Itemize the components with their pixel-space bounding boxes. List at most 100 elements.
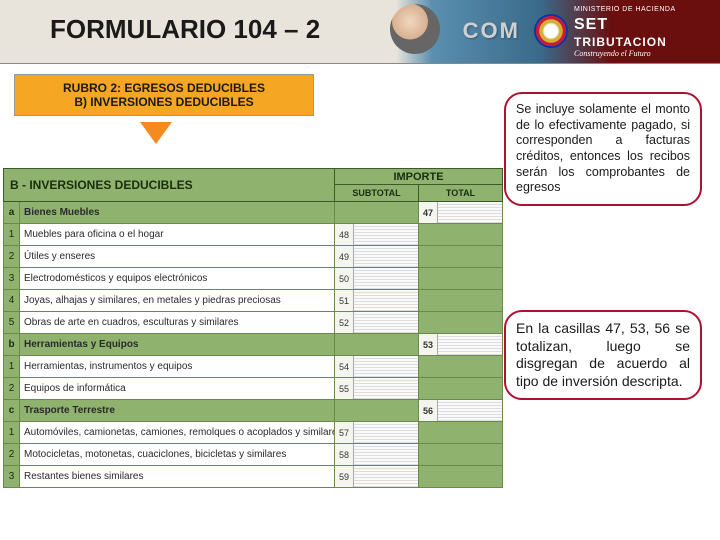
table-row: aBienes Muebles47 xyxy=(3,202,503,224)
tributacion-label: TRIBUTACION xyxy=(574,35,712,49)
total-cell xyxy=(418,378,502,399)
importe-label: IMPORTE xyxy=(335,169,502,185)
total-cell xyxy=(418,422,502,443)
subtotal-label: SUBTOTAL xyxy=(335,185,419,202)
row-cells: 47 xyxy=(334,202,502,223)
rubro-banner: RUBRO 2: EGRESOS DEDUCIBLES B) INVERSION… xyxy=(14,74,314,116)
cell-number: 59 xyxy=(335,466,353,487)
ministry-line: MINISTERIO DE HACIENDA xyxy=(574,6,712,14)
total-cell: 56 xyxy=(418,400,502,421)
total-label: TOTAL xyxy=(419,185,502,202)
cell-number: 58 xyxy=(335,444,353,465)
importe-header: IMPORTE SUBTOTAL TOTAL xyxy=(334,169,502,201)
row-index: 2 xyxy=(4,378,20,399)
cell-field xyxy=(353,246,418,267)
row-index: 4 xyxy=(4,290,20,311)
cell-field xyxy=(353,312,418,333)
cell-number: 55 xyxy=(335,378,353,399)
subtotal-cell xyxy=(335,400,418,421)
header-banner: FORMULARIO 104 – 2 COM MINISTERIO DE HAC… xyxy=(0,0,720,64)
subtotal-cell: 54 xyxy=(335,356,418,377)
row-label: Muebles para oficina o el hogar xyxy=(20,224,334,245)
cell-field xyxy=(353,444,418,465)
cell-field xyxy=(437,400,502,421)
form-table: B - INVERSIONES DEDUCIBLES IMPORTE SUBTO… xyxy=(3,168,503,488)
page-title: FORMULARIO 104 – 2 xyxy=(50,14,320,45)
paraguay-seal-icon xyxy=(534,14,568,48)
subtotal-cell: 48 xyxy=(335,224,418,245)
callout-note-2: En la casillas 47, 53, 56 se totalizan, … xyxy=(504,310,702,400)
subtotal-cell: 49 xyxy=(335,246,418,267)
subtotal-cell: 51 xyxy=(335,290,418,311)
total-cell xyxy=(418,268,502,289)
table-row: 2Equipos de informática55 xyxy=(3,378,503,400)
cell-number: 57 xyxy=(335,422,353,443)
row-index: 2 xyxy=(4,246,20,267)
row-index: 2 xyxy=(4,444,20,465)
cell-number: 50 xyxy=(335,268,353,289)
cell-field xyxy=(353,268,418,289)
arrow-down-icon xyxy=(140,122,172,144)
row-cells: 50 xyxy=(334,268,502,289)
cell-field xyxy=(353,224,418,245)
row-index: 1 xyxy=(4,422,20,443)
row-label: Herramientas, instrumentos y equipos xyxy=(20,356,334,377)
row-index: 3 xyxy=(4,466,20,487)
total-cell: 47 xyxy=(418,202,502,223)
table-row: 2Motocicletas, motonetas, cuaciclones, b… xyxy=(3,444,503,466)
cell-field xyxy=(353,466,418,487)
row-index: c xyxy=(4,400,20,421)
row-cells: 54 xyxy=(334,356,502,377)
table-row: 1Muebles para oficina o el hogar48 xyxy=(3,224,503,246)
total-cell xyxy=(418,290,502,311)
row-index: 3 xyxy=(4,268,20,289)
table-row: 1Automóviles, camionetas, camiones, remo… xyxy=(3,422,503,444)
cell-field xyxy=(353,378,418,399)
cell-field xyxy=(353,290,418,311)
row-cells: 49 xyxy=(334,246,502,267)
cell-number: 56 xyxy=(419,400,437,421)
total-cell xyxy=(418,246,502,267)
form-header: B - INVERSIONES DEDUCIBLES IMPORTE SUBTO… xyxy=(3,168,503,202)
subtotal-cell: 58 xyxy=(335,444,418,465)
cell-number: 52 xyxy=(335,312,353,333)
row-index: b xyxy=(4,334,20,355)
total-cell xyxy=(418,224,502,245)
row-label: Trasporte Terrestre xyxy=(20,400,334,421)
total-cell xyxy=(418,356,502,377)
subtotal-cell: 57 xyxy=(335,422,418,443)
total-cell xyxy=(418,312,502,333)
row-cells: 48 xyxy=(334,224,502,245)
row-label: Automóviles, camionetas, camiones, remol… xyxy=(20,422,334,443)
row-label: Restantes bienes similares xyxy=(20,466,334,487)
table-row: cTrasporte Terrestre 56 xyxy=(3,400,503,422)
subtotal-cell xyxy=(335,202,418,223)
cell-field xyxy=(353,422,418,443)
total-cell: 53 xyxy=(418,334,502,355)
row-index: 1 xyxy=(4,224,20,245)
slogan: Construyendo el Futuro xyxy=(574,49,712,59)
table-row: bHerramientas y Equipos53 xyxy=(3,334,503,356)
row-label: Útiles y enseres xyxy=(20,246,334,267)
cell-field xyxy=(437,202,502,223)
com-text: COM xyxy=(463,18,520,44)
table-row: 3Electrodomésticos y equipos electrónico… xyxy=(3,268,503,290)
cell-number: 48 xyxy=(335,224,353,245)
subtotal-cell: 59 xyxy=(335,466,418,487)
table-row: 5Obras de arte en cuadros, esculturas y … xyxy=(3,312,503,334)
cell-field xyxy=(353,356,418,377)
row-label: Obras de arte en cuadros, esculturas y s… xyxy=(20,312,334,333)
cell-number: 53 xyxy=(419,334,437,355)
row-cells: 55 xyxy=(334,378,502,399)
rubro-line2: B) INVERSIONES DEDUCIBLES xyxy=(23,95,305,109)
row-cells: 53 xyxy=(334,334,502,355)
row-index: 5 xyxy=(4,312,20,333)
table-row: 3Restantes bienes similares59 xyxy=(3,466,503,488)
callout-note-1: Se incluye solamente el monto de lo efec… xyxy=(504,92,702,206)
total-cell xyxy=(418,444,502,465)
rubro-line1: RUBRO 2: EGRESOS DEDUCIBLES xyxy=(23,81,305,95)
row-cells: 59 xyxy=(334,466,502,487)
cell-number: 51 xyxy=(335,290,353,311)
subtotal-cell: 52 xyxy=(335,312,418,333)
ministry-logo: MINISTERIO DE HACIENDA SET TRIBUTACION C… xyxy=(574,6,712,56)
